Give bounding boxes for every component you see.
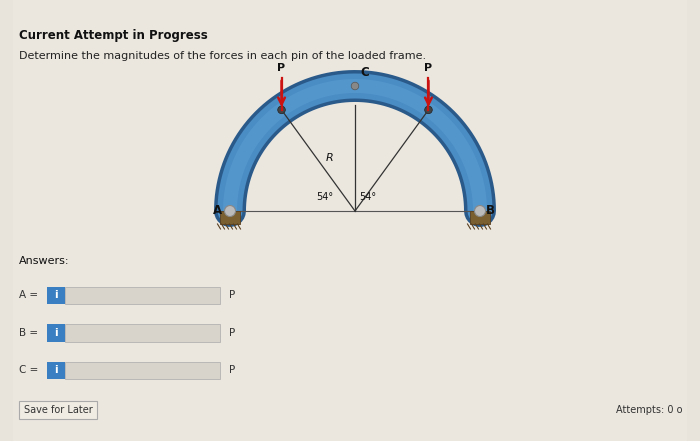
Text: C: C xyxy=(360,66,369,79)
Circle shape xyxy=(278,106,286,114)
Circle shape xyxy=(225,206,235,217)
Text: Current Attempt in Progress: Current Attempt in Progress xyxy=(19,29,208,41)
Circle shape xyxy=(475,206,486,217)
Text: P: P xyxy=(424,63,433,73)
Text: i: i xyxy=(54,366,57,375)
Text: C =: C = xyxy=(19,366,38,375)
Text: Attempts: 0 o: Attempts: 0 o xyxy=(615,405,682,415)
Text: P: P xyxy=(228,366,235,375)
Text: i: i xyxy=(54,291,57,300)
Bar xyxy=(47,362,64,379)
Text: P: P xyxy=(228,328,235,338)
Text: i: i xyxy=(54,328,57,338)
Text: Determine the magnitudes of the forces in each pin of the loaded frame.: Determine the magnitudes of the forces i… xyxy=(19,51,426,61)
Text: A =: A = xyxy=(19,291,38,300)
Text: 54°: 54° xyxy=(316,192,333,202)
Text: B: B xyxy=(486,203,495,217)
Bar xyxy=(64,287,220,304)
Bar xyxy=(220,211,240,224)
Text: 54°: 54° xyxy=(359,192,376,202)
Bar xyxy=(47,287,64,304)
Text: R: R xyxy=(326,153,333,164)
Circle shape xyxy=(425,106,433,114)
Bar xyxy=(19,401,97,419)
Text: Save for Later: Save for Later xyxy=(24,405,92,415)
Bar xyxy=(470,211,490,224)
Text: Answers:: Answers: xyxy=(19,256,69,266)
Text: A: A xyxy=(213,203,222,217)
Text: P: P xyxy=(277,63,286,73)
Bar xyxy=(64,362,220,379)
Circle shape xyxy=(351,82,359,90)
Bar xyxy=(47,324,64,342)
Text: P: P xyxy=(228,291,235,300)
Text: B =: B = xyxy=(19,328,38,338)
Bar xyxy=(64,324,220,342)
